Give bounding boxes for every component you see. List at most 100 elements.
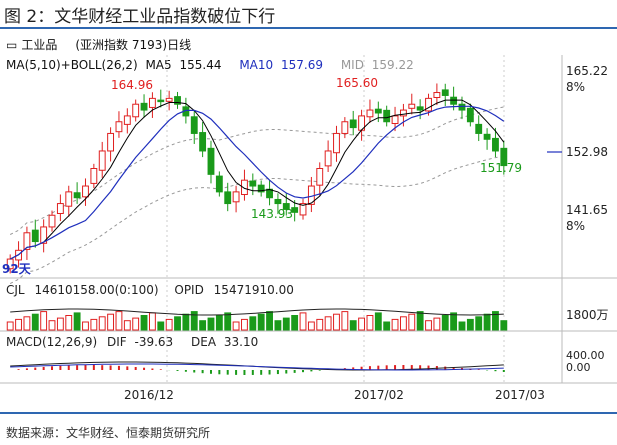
candle-body bbox=[374, 108, 382, 114]
volume-bar bbox=[157, 321, 165, 331]
boll-lower bbox=[9, 155, 504, 285]
candle-body bbox=[333, 132, 340, 154]
opid-line bbox=[10, 308, 504, 316]
candle-body bbox=[257, 184, 265, 193]
cjl-label[interactable]: CJL bbox=[6, 283, 25, 297]
price-tick-top: 165.22 bbox=[566, 64, 608, 78]
volume-bar bbox=[425, 320, 432, 331]
volume-bar bbox=[215, 315, 223, 331]
annotation-high-2: 165.60 bbox=[336, 76, 378, 90]
chart-window-icon[interactable]: ▭ bbox=[6, 38, 18, 52]
candle-body bbox=[165, 97, 173, 102]
volume-bar bbox=[316, 318, 324, 331]
candle-body bbox=[174, 96, 181, 105]
candle-body bbox=[199, 132, 207, 152]
volume-bar bbox=[123, 320, 131, 331]
volume-bar bbox=[324, 316, 332, 331]
x-tick-2016-12: 2016/12 bbox=[124, 388, 174, 402]
candle-body bbox=[450, 96, 458, 105]
candle-body bbox=[366, 109, 374, 118]
volume-bar bbox=[224, 312, 232, 331]
macd-axis-top: 400.00 bbox=[566, 349, 605, 362]
macd-label[interactable]: MACD(12,26,9) bbox=[6, 335, 98, 349]
candle-body bbox=[341, 121, 349, 134]
price-tick-top-pct: 8% bbox=[566, 80, 586, 94]
candle-body bbox=[140, 102, 148, 111]
volume-bar bbox=[341, 311, 349, 331]
figure-title: 图 2：文华财经工业品指数破位下行 bbox=[4, 7, 276, 27]
candle-body bbox=[458, 103, 466, 111]
annotation-low-2: 151.79 bbox=[480, 161, 522, 175]
candle-body bbox=[82, 185, 89, 198]
candle-body bbox=[492, 137, 499, 152]
annotation-low-1: 143.93 bbox=[251, 207, 293, 221]
candle-body bbox=[107, 132, 115, 152]
volume-bar bbox=[475, 316, 483, 331]
price-tick-mid: 152.98 bbox=[566, 145, 608, 159]
candle-body bbox=[73, 192, 81, 199]
opid-value: 15471910.00 bbox=[213, 283, 294, 297]
ma10-line bbox=[9, 105, 505, 260]
candle-body bbox=[241, 179, 248, 196]
volume-bar bbox=[115, 311, 123, 331]
volume-bar bbox=[98, 316, 106, 331]
candle-body bbox=[56, 203, 64, 214]
candlestick-series bbox=[6, 83, 508, 274]
volume-bars bbox=[6, 308, 508, 331]
candle-body bbox=[425, 97, 432, 112]
chart-header: ▭ 工业品 (亚洲指数 7193)日线 bbox=[6, 36, 191, 53]
candle-body bbox=[48, 214, 56, 228]
volume-indicator-bar: CJL 14610158.00(0:100) OPID 15471910.00 bbox=[6, 283, 294, 297]
instrument-name: 工业品 bbox=[21, 38, 58, 52]
volume-bar bbox=[174, 316, 181, 331]
volume-bar bbox=[458, 321, 466, 331]
grid-lines bbox=[0, 55, 617, 384]
candle-body bbox=[224, 191, 232, 205]
volume-bar bbox=[307, 321, 315, 331]
candle-body bbox=[90, 168, 98, 184]
candle-body bbox=[466, 107, 474, 123]
volume-bar bbox=[90, 318, 98, 331]
candle-body bbox=[23, 232, 31, 250]
volume-bar bbox=[232, 321, 240, 331]
candle-body bbox=[383, 109, 391, 123]
candle-body bbox=[6, 258, 14, 270]
volume-bar bbox=[441, 315, 449, 331]
volume-bar bbox=[450, 312, 458, 331]
candle-body bbox=[123, 115, 131, 125]
candle-body bbox=[475, 123, 483, 134]
moving-averages bbox=[9, 99, 505, 260]
candle-body bbox=[65, 191, 73, 207]
indicator-name[interactable]: MA(5,10)+BOLL(26,2) bbox=[6, 58, 138, 72]
candle-body bbox=[299, 203, 307, 216]
candle-body bbox=[483, 133, 491, 140]
volume-bar bbox=[383, 321, 391, 331]
volume-bar bbox=[349, 320, 357, 331]
ma10-label: MA10 bbox=[239, 58, 274, 72]
mid-label: MID bbox=[340, 58, 364, 72]
volume-bar bbox=[249, 316, 257, 331]
volume-bar bbox=[282, 317, 290, 331]
volume-bar bbox=[408, 313, 416, 331]
volume-bar bbox=[31, 313, 39, 331]
volume-bar bbox=[266, 311, 273, 331]
ma5-value: 155.44 bbox=[179, 58, 222, 72]
volume-bar bbox=[416, 311, 424, 331]
volume-bar bbox=[391, 318, 399, 331]
x-tick-2017-03: 2017/03 bbox=[495, 388, 545, 402]
candle-body bbox=[207, 147, 215, 175]
volume-bar bbox=[207, 317, 215, 331]
candle-body bbox=[391, 115, 399, 125]
candle-body bbox=[416, 106, 424, 111]
volume-bar bbox=[333, 313, 340, 331]
candle-body bbox=[291, 207, 299, 213]
candle-body bbox=[98, 150, 106, 171]
annotation-corner: 92天 bbox=[2, 262, 31, 276]
candle-body bbox=[190, 116, 198, 134]
volume-bar bbox=[190, 311, 198, 331]
dif-value: -39.63 bbox=[134, 335, 174, 349]
candle-body bbox=[282, 203, 290, 210]
source-note: 数据来源：文华财经、恒泰期货研究所 bbox=[6, 426, 211, 440]
opid-label: OPID bbox=[174, 283, 204, 297]
